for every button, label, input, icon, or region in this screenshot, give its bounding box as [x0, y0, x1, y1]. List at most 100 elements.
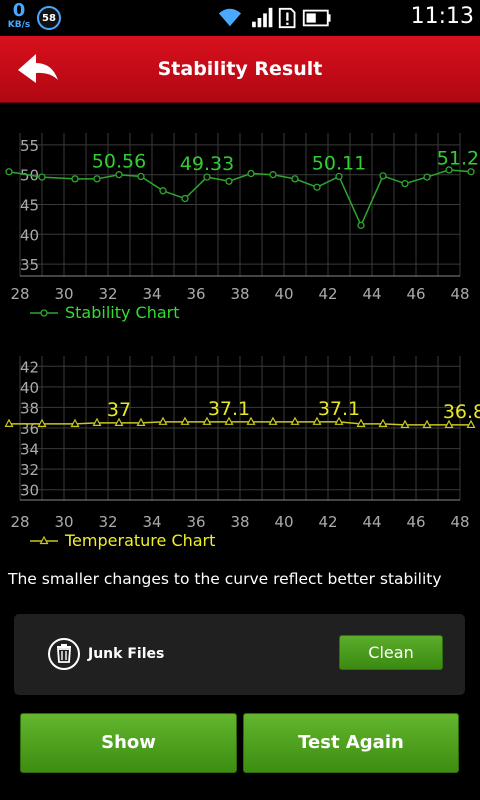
data-point [290, 416, 300, 425]
sim-alert-icon [278, 7, 296, 29]
y-tick-label: 42 [20, 358, 39, 376]
network-speed-value: 0 [12, 0, 26, 21]
x-tick-label: 38 [230, 285, 249, 303]
status-icons [218, 7, 331, 29]
data-point [158, 416, 168, 425]
data-point [312, 416, 322, 425]
notification-badge: 58 [37, 6, 61, 30]
data-point [71, 175, 79, 183]
data-point [70, 418, 80, 427]
x-tick-label: 48 [450, 285, 469, 303]
x-tick-label: 40 [274, 513, 293, 531]
data-label: 50.56 [92, 151, 146, 173]
data-point [115, 171, 123, 179]
data-point [4, 418, 14, 427]
x-tick-label: 34 [142, 513, 161, 531]
x-tick-label: 28 [10, 513, 29, 531]
x-tick-label: 34 [142, 285, 161, 303]
data-point [159, 187, 167, 195]
x-tick-label: 46 [406, 513, 425, 531]
test-again-button[interactable]: Test Again [243, 713, 459, 773]
data-point [114, 417, 124, 426]
data-point [444, 419, 454, 429]
data-point [335, 172, 343, 181]
back-arrow-icon [18, 54, 58, 83]
y-tick-label: 34 [20, 441, 39, 459]
data-point [378, 418, 388, 427]
data-point [224, 416, 234, 425]
back-button[interactable] [14, 50, 64, 90]
data-point [334, 416, 344, 425]
x-tick-label: 42 [318, 285, 337, 303]
x-tick-label: 32 [98, 513, 117, 531]
data-point [137, 172, 145, 181]
data-point [268, 416, 278, 425]
y-tick-label: 45 [20, 197, 39, 215]
data-point [246, 416, 256, 425]
data-point [225, 177, 233, 185]
data-point [467, 168, 475, 176]
status-bar: 0 KB/s 58 11:13 [0, 0, 480, 36]
data-point [5, 168, 13, 176]
x-tick-label: 44 [362, 285, 381, 303]
x-tick-label: 30 [54, 285, 73, 303]
trash-icon [48, 638, 80, 670]
x-tick-label: 38 [230, 513, 249, 531]
data-label: 37.1 [208, 398, 250, 420]
signal-icon [252, 7, 273, 28]
x-tick-label: 44 [362, 513, 381, 531]
battery-icon [302, 9, 331, 27]
x-tick-label: 42 [318, 513, 337, 531]
app-header: Stability Result [0, 36, 480, 103]
charts-panel: 35 40 45 50 55 28 30 32 34 36 38 40 42 44 46 48 Stabilit… [0, 103, 480, 560]
page-title: Stability Result [157, 58, 323, 80]
x-tick-label: 46 [406, 285, 425, 303]
x-tick-label: 36 [186, 513, 205, 531]
data-label: 37 [107, 399, 131, 421]
junk-files-label: Junk Files [88, 646, 165, 662]
data-label: 36.8 [443, 401, 480, 423]
data-label: 50.11 [312, 152, 366, 174]
x-tick-label: 48 [450, 513, 469, 531]
y-tick-label: 35 [20, 256, 39, 274]
x-tick-label: 40 [274, 285, 293, 303]
legend-marker [40, 309, 48, 317]
data-point [401, 179, 409, 188]
x-tick-label: 32 [98, 285, 117, 303]
data-point [203, 173, 211, 181]
data-point [466, 419, 476, 429]
y-tick-label: 32 [20, 461, 39, 479]
data-point [357, 221, 365, 230]
legend-label: Temperature Chart [64, 531, 215, 550]
data-point [247, 169, 255, 178]
wifi-icon [218, 8, 241, 27]
data-point [181, 194, 189, 203]
y-tick-label: 38 [20, 399, 39, 417]
junk-files-card: Junk Files Clean [14, 614, 465, 695]
x-tick-label: 30 [54, 513, 73, 531]
y-tick-label: 40 [20, 226, 39, 244]
y-tick-label: 36 [20, 420, 39, 438]
data-label: 37.1 [318, 398, 360, 420]
temperature-chart: 30 32 34 36 38 40 42 28 30 32 34 36 38 40 42 44 46 48 Temp… [4, 356, 480, 550]
y-tick-label: 40 [20, 379, 39, 397]
data-point [202, 416, 212, 425]
clock: 11:13 [410, 4, 474, 29]
stability-note: The smaller changes to the curve reflect… [8, 570, 442, 588]
data-point [92, 417, 102, 426]
legend-marker [39, 535, 49, 545]
data-point [423, 173, 431, 181]
show-button[interactable]: Show [20, 713, 237, 773]
y-tick-label: 55 [20, 137, 39, 155]
x-tick-label: 28 [10, 285, 29, 303]
data-point [313, 183, 321, 191]
data-label: 49.33 [180, 153, 234, 175]
x-tick-label: 36 [186, 285, 205, 303]
y-tick-label: 30 [20, 482, 39, 500]
clean-button[interactable]: Clean [339, 635, 443, 670]
data-point [400, 419, 410, 429]
network-speed: 0 KB/s [4, 2, 34, 30]
trash-glyph [57, 644, 71, 663]
